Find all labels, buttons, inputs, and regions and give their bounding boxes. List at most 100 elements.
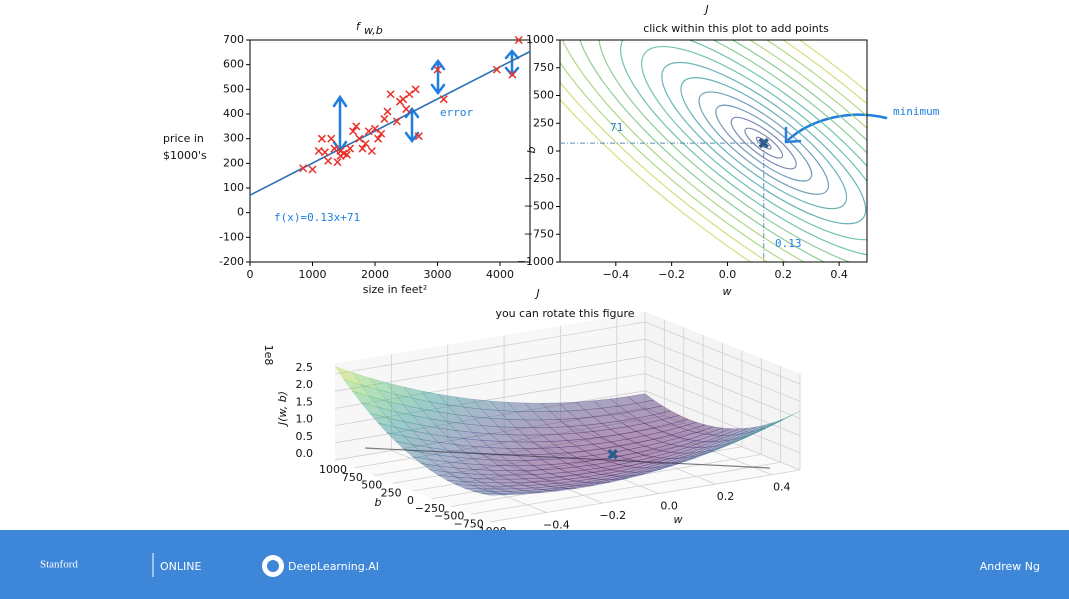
y-tick-label: 750 bbox=[342, 471, 363, 484]
data-point bbox=[399, 95, 408, 104]
x-tick-label: −0.4 bbox=[543, 519, 570, 532]
data-point bbox=[386, 90, 395, 99]
z-tick-label: 1.0 bbox=[296, 413, 314, 426]
contour-line bbox=[661, 61, 867, 225]
data-point bbox=[508, 70, 517, 79]
grid-line bbox=[412, 438, 723, 492]
data-point bbox=[355, 134, 364, 143]
data-point bbox=[367, 146, 376, 156]
y-tick-label: 250 bbox=[533, 116, 554, 129]
z-tick-label: 1.5 bbox=[296, 395, 314, 408]
contours bbox=[560, 40, 867, 262]
contour-line bbox=[560, 40, 867, 262]
x-tick-label: −0.2 bbox=[658, 268, 685, 281]
y-tick-label: −750 bbox=[524, 227, 554, 240]
contour-line bbox=[575, 40, 867, 262]
y-tick-label: 200 bbox=[223, 156, 244, 169]
x-tick-label: 0.4 bbox=[773, 481, 791, 494]
chart-title: J bbox=[534, 287, 539, 300]
x-tick-label: 0.4 bbox=[830, 268, 848, 281]
x-tick-label: 3000 bbox=[424, 268, 452, 281]
data-point bbox=[299, 164, 308, 173]
x-axis-label: size in feet² bbox=[363, 283, 427, 296]
data-point bbox=[433, 65, 442, 74]
grid-line bbox=[334, 356, 646, 409]
z-tick-label: 2.0 bbox=[296, 378, 314, 391]
y-tick-label: 0 bbox=[237, 206, 244, 219]
y-axis-label: b bbox=[525, 146, 538, 153]
y-tick-label: 500 bbox=[533, 89, 554, 102]
z-tick-label: 0.5 bbox=[296, 430, 314, 443]
data-point bbox=[308, 165, 317, 174]
y-tick-label: −250 bbox=[415, 502, 445, 515]
data-point bbox=[377, 129, 386, 138]
grid-line bbox=[644, 338, 801, 402]
minimum-point bbox=[758, 137, 769, 149]
y-tick-label: 750 bbox=[533, 61, 554, 74]
data-point bbox=[333, 158, 342, 167]
data-point bbox=[374, 134, 383, 143]
footer-band bbox=[0, 530, 1069, 599]
x-axis-label: w bbox=[674, 513, 683, 526]
y-tick-label: 400 bbox=[223, 107, 244, 120]
brand-sub: ONLINE bbox=[160, 560, 201, 573]
data-point bbox=[439, 95, 448, 104]
x-tick-label: 0.2 bbox=[717, 490, 735, 503]
grid-line bbox=[334, 390, 646, 444]
partner-logo-inner bbox=[267, 560, 279, 572]
contour-line bbox=[620, 40, 867, 257]
contour-line bbox=[680, 77, 848, 210]
y-tick-label: 0 bbox=[547, 144, 554, 157]
data-point bbox=[411, 85, 420, 94]
data-point bbox=[324, 156, 333, 165]
y-tick-label: −500 bbox=[524, 200, 554, 213]
y-tick-label: -100 bbox=[219, 230, 244, 243]
z-scale-label: 1e8 bbox=[262, 345, 275, 366]
annotation: error bbox=[440, 106, 473, 119]
z-tick-label: 0.0 bbox=[296, 447, 314, 460]
y-tick-label: -200 bbox=[219, 255, 244, 268]
x-tick-label: 4000 bbox=[486, 268, 514, 281]
chart-title-subscript: w,b bbox=[364, 24, 383, 37]
y-tick-label: 700 bbox=[223, 33, 244, 46]
y-tick-label: 1000 bbox=[319, 463, 347, 476]
contour-line bbox=[641, 45, 867, 241]
data-point bbox=[514, 35, 523, 45]
data-point bbox=[345, 144, 355, 153]
data-point bbox=[314, 146, 323, 156]
surface-edge bbox=[364, 447, 771, 469]
data-point bbox=[364, 127, 373, 136]
data-point bbox=[317, 134, 326, 143]
y-tick-label: −750 bbox=[454, 517, 484, 530]
contour-line bbox=[730, 116, 797, 170]
data-point bbox=[349, 127, 358, 136]
y-tick-label: 1000 bbox=[526, 33, 554, 46]
data-point bbox=[361, 139, 370, 148]
data-point bbox=[370, 124, 380, 133]
data-point bbox=[352, 122, 361, 131]
data-point bbox=[327, 134, 336, 143]
y-tick-label: 0 bbox=[407, 494, 414, 507]
data-point bbox=[330, 144, 339, 153]
y-axis-label: price in bbox=[163, 132, 204, 145]
data-point bbox=[380, 114, 389, 123]
annotation: 0.13 bbox=[775, 237, 802, 250]
surface-patch bbox=[481, 493, 508, 496]
y-tick-label: 500 bbox=[361, 479, 382, 492]
grid-line bbox=[334, 321, 646, 375]
data-point bbox=[342, 150, 351, 159]
data-point bbox=[320, 148, 330, 157]
grid-line bbox=[489, 469, 801, 523]
grid-line bbox=[644, 321, 801, 385]
data-point bbox=[402, 105, 411, 114]
z-axis-label: J(w, b) bbox=[276, 391, 289, 427]
annotation: minimum bbox=[893, 105, 940, 118]
y-tick-label: −500 bbox=[434, 510, 464, 523]
partner: DeepLearning.AI bbox=[288, 560, 379, 573]
x-tick-label: −0.2 bbox=[599, 509, 626, 522]
annotation: f(x)=0.13x+71 bbox=[274, 211, 360, 224]
y-tick-label: 300 bbox=[223, 132, 244, 145]
chart-title: J bbox=[703, 3, 708, 16]
grid-line bbox=[334, 373, 646, 426]
x-axis-label: w bbox=[723, 285, 732, 298]
